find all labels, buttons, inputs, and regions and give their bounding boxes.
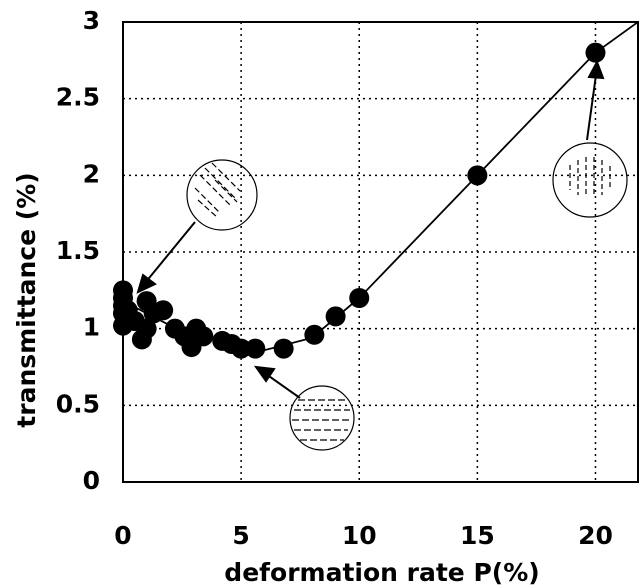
insets xyxy=(186,142,628,451)
data-point xyxy=(113,280,133,301)
data-point xyxy=(231,338,252,359)
data-point xyxy=(136,318,157,339)
x-tick-label: 20 xyxy=(578,521,613,550)
inset-sphere-tilted xyxy=(186,159,258,231)
y-tick-label: 2.5 xyxy=(56,83,100,112)
y-axis-label: transmittance (%) xyxy=(12,172,41,427)
arrows xyxy=(136,59,605,399)
y-tick-label: 2 xyxy=(83,159,100,188)
inset-hatch xyxy=(194,162,241,219)
inset-sphere-vertical xyxy=(552,142,628,218)
y-tick-label: 3 xyxy=(83,6,100,35)
arrow-head xyxy=(136,273,157,294)
arrow xyxy=(586,74,597,141)
y-tick-label: 1 xyxy=(83,313,100,342)
inset-sphere-horizontal xyxy=(289,385,355,451)
x-tick-label: 15 xyxy=(460,521,495,550)
y-tick-label: 0 xyxy=(83,466,100,495)
y-tick-label: 1.5 xyxy=(56,236,100,265)
arrow-head xyxy=(253,365,276,383)
inset-hatch xyxy=(292,399,350,441)
plot-frame xyxy=(122,21,639,483)
arrow xyxy=(144,221,196,284)
x-axis-label: deformation rate P(%) xyxy=(224,558,539,587)
x-tick-label: 10 xyxy=(342,521,377,550)
data-point xyxy=(273,338,294,359)
x-tick-label: 5 xyxy=(232,521,249,550)
y-tick-label: 0.5 xyxy=(56,389,100,418)
inset-hatch xyxy=(569,157,611,197)
arrow xyxy=(265,373,301,399)
fit-line xyxy=(122,21,639,352)
data-point xyxy=(153,300,174,321)
x-tick-label: 0 xyxy=(114,521,131,550)
